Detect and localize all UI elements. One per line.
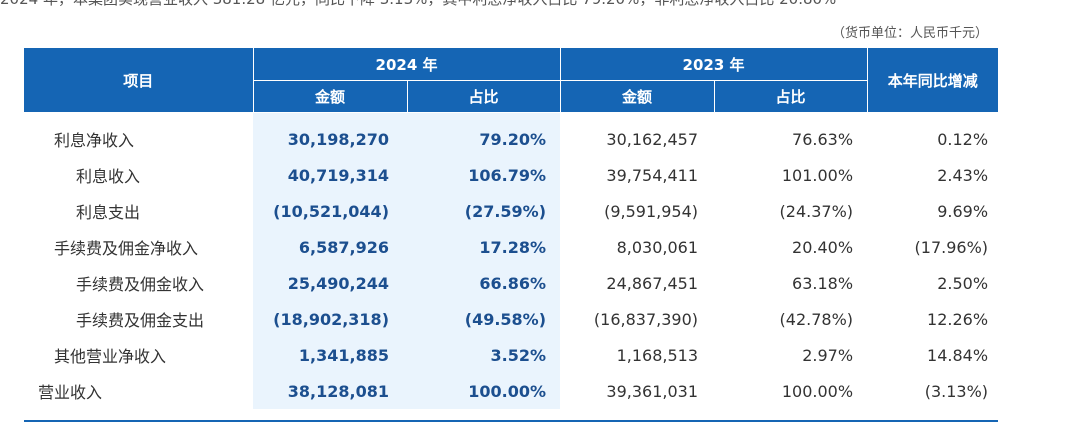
intro-paragraph: 2024 年，本集团实现营业收入 381.28 亿元，同比下降 3.13%，其中…	[0, 0, 1080, 9]
table-bottom-rule	[24, 420, 998, 422]
amount-2024-cell: 38,128,081	[253, 373, 407, 409]
yoy-change-header: 本年同比增减	[866, 47, 999, 113]
amount-2024-cell: 40,719,314	[253, 157, 407, 193]
year-2023-header: 2023 年	[559, 47, 868, 81]
share-2024-cell: 3.52%	[407, 337, 561, 373]
share-2023-cell: (24.37%)	[779, 201, 854, 221]
amount-2024-header: 金额	[252, 80, 408, 113]
row-label: 利息支出	[76, 203, 141, 222]
yoy-cell: 14.84%	[927, 345, 989, 365]
amount-2024-cell: 6,587,926	[253, 229, 407, 265]
amount-2024-cell: 25,490,244	[253, 265, 407, 301]
yoy-cell: 2.50%	[937, 273, 989, 293]
share-2024-cell: 17.28%	[407, 229, 561, 265]
amount-2024-cell: (18,902,318)	[253, 301, 407, 337]
share-2023-cell: (42.78%)	[779, 309, 854, 329]
yoy-cell: 9.69%	[937, 201, 989, 221]
amount-2023-header: 金额	[559, 80, 715, 113]
share-2024-cell: 79.20%	[407, 112, 561, 157]
table-row: 利息支出 (10,521,044) (27.59%) (9,591,954) (…	[24, 193, 998, 229]
row-label: 手续费及佣金净收入	[54, 239, 199, 258]
yoy-cell: 12.26%	[927, 309, 989, 329]
share-2023-header: 占比	[713, 80, 868, 113]
amount-2023-cell: 30,162,457	[606, 129, 699, 149]
amount-2023-cell: 8,030,061	[616, 237, 699, 257]
row-label: 手续费及佣金支出	[76, 311, 205, 330]
share-2024-cell: 106.79%	[407, 157, 561, 193]
share-2023-cell: 2.97%	[802, 345, 854, 365]
revenue-table: 项目 2024 年 2023 年 本年同比增减 金额 占比 金额 占比 利息净收…	[24, 47, 999, 409]
row-label: 利息净收入	[54, 131, 135, 150]
table-row-total: 营业收入 38,128,081 100.00% 39,361,031 100.0…	[24, 373, 998, 409]
table-row: 手续费及佣金净收入 6,587,926 17.28% 8,030,061 20.…	[24, 229, 998, 265]
row-label: 营业收入	[38, 383, 103, 402]
amount-2023-cell: (16,837,390)	[593, 309, 699, 329]
yoy-cell: 0.12%	[937, 129, 989, 149]
share-2024-header: 占比	[406, 80, 561, 113]
currency-unit-note: （货币单位：人民币千元）	[831, 26, 988, 41]
share-2024-cell: (49.58%)	[407, 301, 561, 337]
share-2024-cell: (27.59%)	[407, 193, 561, 229]
amount-2024-cell: 1,341,885	[253, 337, 407, 373]
year-2024-header: 2024 年	[252, 47, 561, 81]
amount-2024-cell: (10,521,044)	[253, 193, 407, 229]
table-row: 其他营业净收入 1,341,885 3.52% 1,168,513 2.97% …	[24, 337, 998, 373]
amount-2023-cell: 24,867,451	[606, 273, 699, 293]
share-2024-cell: 66.86%	[407, 265, 561, 301]
yoy-cell: (3.13%)	[924, 381, 989, 401]
table-header: 项目 2024 年 2023 年 本年同比增减 金额 占比 金额 占比	[24, 47, 999, 113]
share-2023-cell: 76.63%	[792, 129, 854, 149]
amount-2023-cell: 39,754,411	[606, 165, 699, 185]
share-2023-cell: 101.00%	[781, 165, 854, 185]
share-2023-cell: 100.00%	[781, 381, 854, 401]
row-label: 其他营业净收入	[54, 347, 167, 366]
share-2024-cell: 100.00%	[407, 373, 561, 409]
amount-2023-cell: 39,361,031	[606, 381, 699, 401]
row-label: 利息收入	[76, 167, 141, 186]
share-2023-cell: 20.40%	[792, 237, 854, 257]
row-label: 手续费及佣金收入	[76, 275, 205, 294]
amount-2023-cell: (9,591,954)	[604, 201, 699, 221]
table-row: 手续费及佣金支出 (18,902,318) (49.58%) (16,837,3…	[24, 301, 998, 337]
table-body: 利息净收入 30,198,270 79.20% 30,162,457 76.63…	[24, 112, 998, 409]
item-column-header: 项目	[24, 47, 254, 113]
table-row: 手续费及佣金收入 25,490,244 66.86% 24,867,451 63…	[24, 265, 998, 301]
amount-2024-cell: 30,198,270	[253, 112, 407, 157]
table-row: 利息净收入 30,198,270 79.20% 30,162,457 76.63…	[24, 112, 998, 157]
amount-2023-cell: 1,168,513	[616, 345, 699, 365]
table-row: 利息收入 40,719,314 106.79% 39,754,411 101.0…	[24, 157, 998, 193]
share-2023-cell: 63.18%	[792, 273, 854, 293]
yoy-cell: 2.43%	[937, 165, 989, 185]
yoy-cell: (17.96%)	[914, 237, 989, 257]
